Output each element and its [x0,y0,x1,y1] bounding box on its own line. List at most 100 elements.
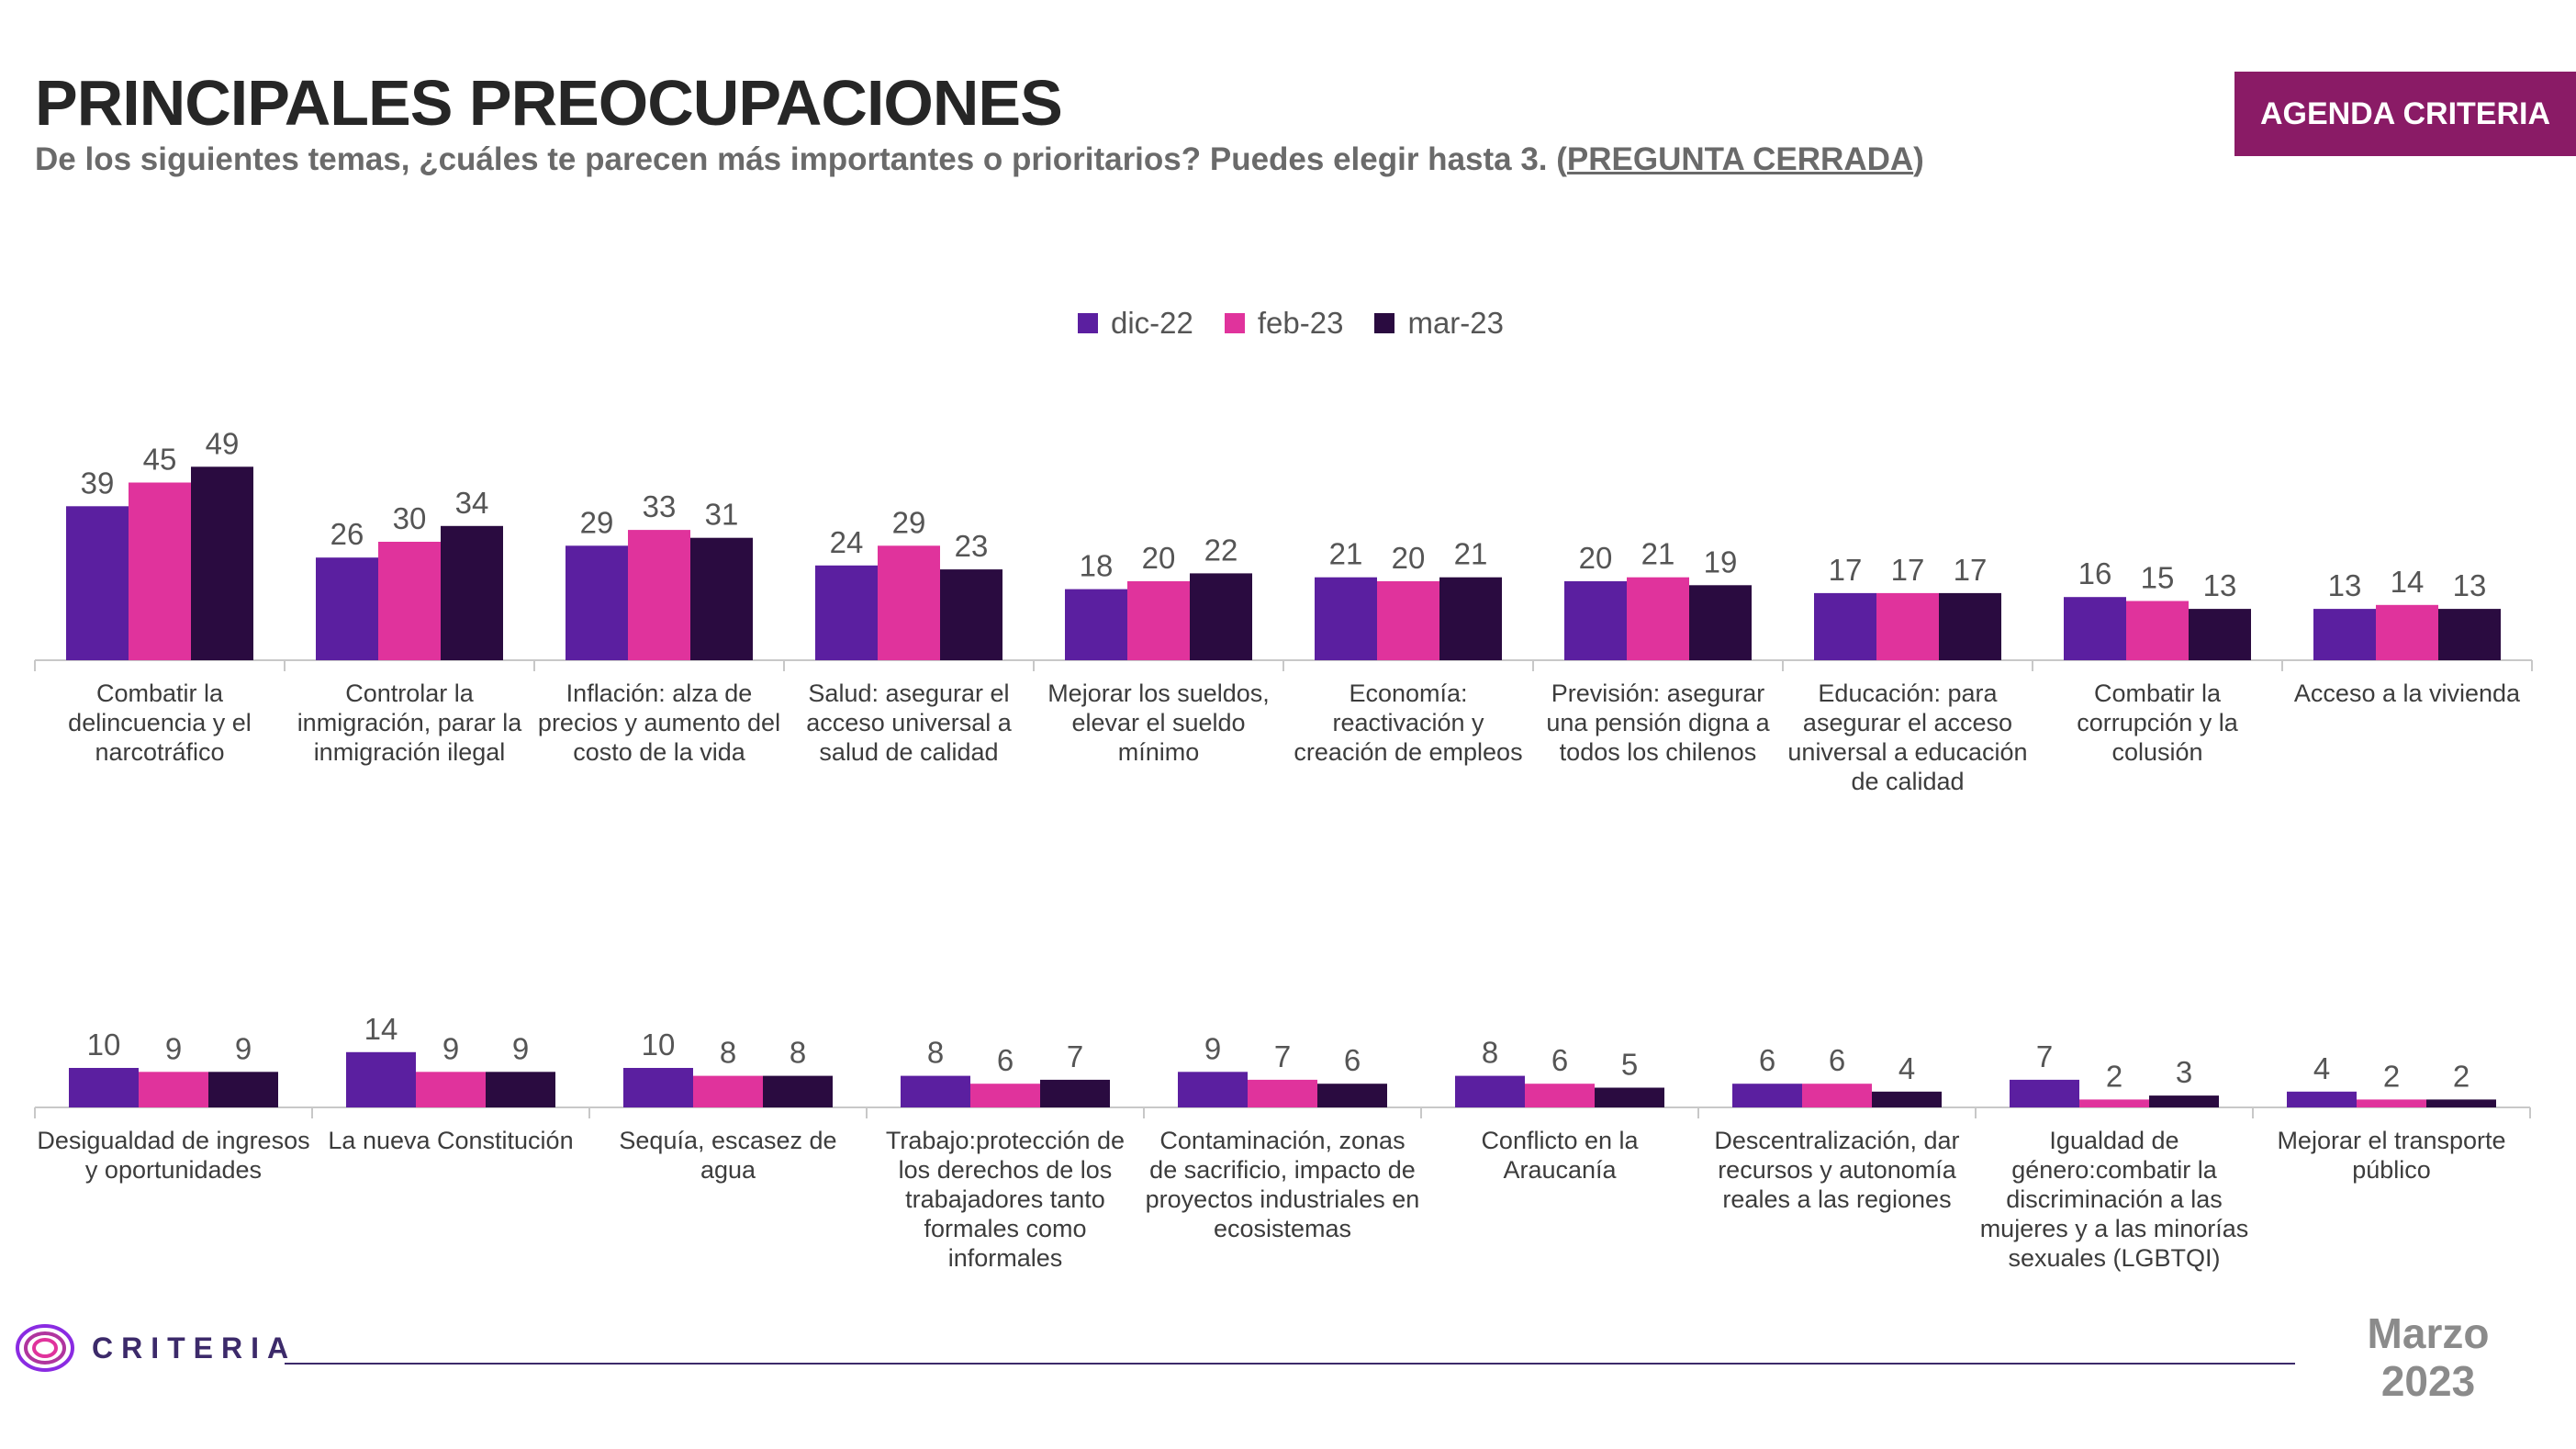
data-label-feb-23-sequia-escasez-de-agua: 8 [720,1036,736,1070]
category-label-combatir-la-delincuencia-y-el-narcotrafi: Combatir la delincuencia y el narcotráfi… [68,680,252,766]
category-label-combatir-la-corrupcion-y-la-colusion: Combatir la corrupción y la colusión [2077,680,2238,766]
bar-mar-23-conflicto-en-la-araucania [1595,1087,1664,1107]
subtitle-close: ) [1913,141,1924,177]
bar-feb-23-conflicto-en-la-araucania [1525,1084,1595,1107]
bar-feb-23-la-nueva-constitucion [416,1072,486,1107]
subtitle-question: De los siguientes temas, ¿cuáles te pare… [35,141,1567,177]
data-label-mar-23-educacion-para-asegurar-el-acceso-univer: 17 [1954,553,1988,587]
data-label-mar-23-combatir-la-delincuencia-y-el-narcotrafi: 49 [206,426,240,460]
bar-mar-23-inflacion-alza-de-precios-y-aumento-del- [690,537,753,660]
bar-mar-23-la-nueva-constitucion [486,1072,555,1107]
data-label-dic-22-acceso-a-la-vivienda: 13 [2328,568,2362,602]
bar-mar-23-sequia-escasez-de-agua [763,1075,833,1107]
bar-dic-22-mejorar-los-sueldos-elevar-el-sueldo-min [1065,589,1127,660]
data-label-mar-23-prevision-asegurar-una-pension-digna-a-t: 19 [1704,545,1738,578]
bar-dic-22-economia-reactivacion-y-creacion-de-empl [1315,577,1377,660]
legend-item-dic-22: dic-22 [1078,306,1193,341]
agenda-badge: AGENDA CRITERIA [2234,72,2576,156]
data-label-dic-22-trabajo-proteccion-de-los-derechos-de-lo: 8 [927,1036,944,1070]
bar-dic-22-la-nueva-constitucion [346,1051,416,1107]
bar-dic-22-conflicto-en-la-araucania [1455,1075,1525,1107]
report-date: Marzo 2023 [2313,1309,2543,1405]
bar-feb-23-prevision-asegurar-una-pension-digna-a-t [1627,577,1689,660]
bar-mar-23-igualdad-de-genero-combatir-la-discrimin [2149,1095,2219,1107]
data-label-mar-23-acceso-a-la-vivienda: 13 [2453,568,2487,602]
data-label-feb-23-mejorar-el-transporte-publico: 2 [2383,1059,2400,1093]
legend-swatch-feb-23 [1224,313,1245,333]
data-label-mar-23-conflicto-en-la-araucania: 5 [1621,1048,1638,1082]
bar-dic-22-educacion-para-asegurar-el-acceso-univer [1814,592,1876,660]
category-label-prevision-asegurar-una-pension-digna-a-t: Previsión: asegurar una pensión digna a … [1546,680,1770,766]
category-label-igualdad-de-genero-combatir-la-discrimin: Igualdad de género:combatir la discrimin… [1979,1127,2249,1272]
bar-feb-23-combatir-la-corrupcion-y-la-colusion [2126,601,2189,660]
data-label-feb-23-mejorar-los-sueldos-elevar-el-sueldo-min: 20 [1142,541,1176,575]
bar-dic-22-igualdad-de-genero-combatir-la-discrimin [2010,1079,2079,1107]
bar-feb-23-desigualdad-de-ingresos-y-oportunidades [139,1072,208,1107]
data-label-feb-23-igualdad-de-genero-combatir-la-discrimin: 2 [2106,1059,2122,1093]
bar-mar-23-prevision-asegurar-una-pension-digna-a-t [1689,585,1752,660]
bar-dic-22-combatir-la-delincuencia-y-el-narcotrafi [66,506,129,660]
data-label-feb-23-combatir-la-corrupcion-y-la-colusion: 15 [2141,561,2175,595]
chart-legend: dic-22 feb-23 mar-23 [1078,303,1504,343]
data-label-dic-22-combatir-la-corrupcion-y-la-colusion: 16 [2078,556,2112,590]
category-label-salud-asegurar-el-acceso-universal-a-sal: Salud: asegurar el acceso universal a sa… [806,680,1012,766]
bar-mar-23-salud-asegurar-el-acceso-universal-a-sal [940,569,1002,660]
bar-feb-23-trabajo-proteccion-de-los-derechos-de-lo [970,1084,1040,1107]
bar-feb-23-controlar-la-inmigracion-parar-la-inmigr [378,542,441,660]
data-label-dic-22-combatir-la-delincuencia-y-el-narcotrafi: 39 [81,466,115,500]
data-label-mar-23-controlar-la-inmigracion-parar-la-inmigr: 34 [455,486,489,520]
bar-feb-23-salud-asegurar-el-acceso-universal-a-sal [878,545,940,660]
bar-dic-22-descentralizacion-dar-recursos-y-autonom [1732,1084,1802,1107]
data-label-mar-23-sequia-escasez-de-agua: 8 [790,1036,806,1070]
data-label-mar-23-la-nueva-constitucion: 9 [512,1031,529,1065]
data-label-dic-22-mejorar-los-sueldos-elevar-el-sueldo-min: 18 [1080,549,1114,583]
category-label-controlar-la-inmigracion-parar-la-inmigr: Controlar la inmigración, parar la inmig… [297,680,522,766]
legend-item-mar-23: mar-23 [1374,306,1504,341]
data-label-mar-23-combatir-la-corrupcion-y-la-colusion: 13 [2203,568,2237,602]
subtitle-emphasis: PREGUNTA CERRADA [1566,141,1914,177]
category-label-educacion-para-asegurar-el-acceso-univer: Educación: para asegurar el acceso unive… [1787,680,2028,795]
legend-swatch-dic-22 [1078,313,1098,333]
bar-dic-22-sequia-escasez-de-agua [623,1068,693,1107]
bar-feb-23-sequia-escasez-de-agua [693,1075,763,1107]
data-label-mar-23-mejorar-los-sueldos-elevar-el-sueldo-min: 22 [1204,533,1238,567]
footer-divider [285,1363,2295,1365]
data-label-mar-23-contaminacion-zonas-de-sacrificio-impact: 6 [1344,1043,1361,1077]
bar-feb-23-combatir-la-delincuencia-y-el-narcotrafi [129,482,191,660]
bar-mar-23-descentralizacion-dar-recursos-y-autonom [1872,1091,1942,1107]
bar-mar-23-contaminacion-zonas-de-sacrificio-impact [1317,1084,1387,1107]
category-label-sequia-escasez-de-agua: Sequía, escasez de agua [619,1127,837,1184]
bar-mar-23-educacion-para-asegurar-el-acceso-univer [1939,592,2001,660]
data-label-dic-22-contaminacion-zonas-de-sacrificio-impact: 9 [1204,1031,1221,1065]
bar-dic-22-mejorar-el-transporte-publico [2287,1091,2357,1107]
data-label-feb-23-controlar-la-inmigracion-parar-la-inmigr: 30 [393,501,427,535]
bar-feb-23-economia-reactivacion-y-creacion-de-empl [1377,581,1439,660]
bar-dic-22-contaminacion-zonas-de-sacrificio-impact [1178,1072,1248,1107]
category-label-acceso-a-la-vivienda: Acceso a la vivienda [2293,680,2521,707]
data-label-feb-23-descentralizacion-dar-recursos-y-autonom: 6 [1829,1043,1845,1077]
page-title: PRINCIPALES PREOCUPACIONES [35,67,1063,139]
data-label-feb-23-contaminacion-zonas-de-sacrificio-impact: 7 [1274,1039,1291,1073]
data-label-dic-22-descentralizacion-dar-recursos-y-autonom: 6 [1759,1043,1775,1077]
bar-feb-23-acceso-a-la-vivienda [2376,604,2438,660]
bar-dic-22-combatir-la-corrupcion-y-la-colusion [2064,597,2126,660]
bar-mar-23-combatir-la-corrupcion-y-la-colusion [2189,609,2251,660]
data-label-feb-23-educacion-para-asegurar-el-acceso-univer: 17 [1891,553,1925,587]
bar-feb-23-descentralizacion-dar-recursos-y-autonom [1802,1084,1872,1107]
bar-feb-23-contaminacion-zonas-de-sacrificio-impact [1248,1079,1317,1107]
data-label-feb-23-salud-asegurar-el-acceso-universal-a-sal: 29 [892,505,926,539]
bar-dic-22-salud-asegurar-el-acceso-universal-a-sal [815,565,878,660]
category-label-economia-reactivacion-y-creacion-de-empl: Economía: reactivación y creación de emp… [1294,680,1523,766]
data-label-dic-22-educacion-para-asegurar-el-acceso-univer: 17 [1829,553,1863,587]
data-label-dic-22-prevision-asegurar-una-pension-digna-a-t: 20 [1579,541,1613,575]
data-label-feb-23-trabajo-proteccion-de-los-derechos-de-lo: 6 [997,1043,1014,1077]
data-label-mar-23-mejorar-el-transporte-publico: 2 [2453,1059,2470,1093]
bar-feb-23-educacion-para-asegurar-el-acceso-univer [1876,592,1939,660]
data-label-mar-23-desigualdad-de-ingresos-y-oportunidades: 9 [235,1031,252,1065]
data-label-dic-22-mejorar-el-transporte-publico: 4 [2313,1051,2330,1085]
data-label-dic-22-controlar-la-inmigracion-parar-la-inmigr: 26 [330,517,364,551]
bar-mar-23-mejorar-los-sueldos-elevar-el-sueldo-min [1190,573,1252,660]
data-label-feb-23-la-nueva-constitucion: 9 [442,1031,459,1065]
legend-swatch-mar-23 [1374,313,1395,333]
